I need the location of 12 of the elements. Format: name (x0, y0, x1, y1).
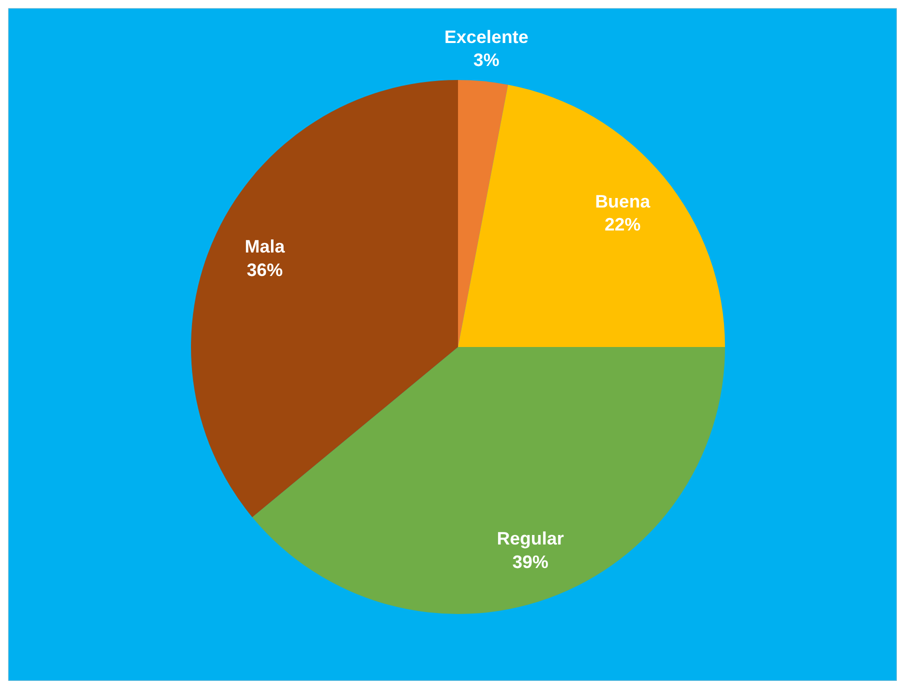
slice-label: Excelente (444, 26, 528, 47)
slice-label: Regular (496, 528, 564, 548)
slice-label: Mala (244, 236, 286, 256)
pie-slice (458, 80, 508, 347)
data-label: 39% (512, 552, 548, 572)
data-label: 22% (604, 214, 641, 235)
data-label: 36% (246, 260, 283, 280)
pie-slice (252, 347, 725, 614)
slice-label: Buena (595, 191, 652, 212)
pie-slice (192, 80, 458, 518)
data-label: 3% (473, 50, 500, 70)
pie-slice (458, 84, 725, 347)
